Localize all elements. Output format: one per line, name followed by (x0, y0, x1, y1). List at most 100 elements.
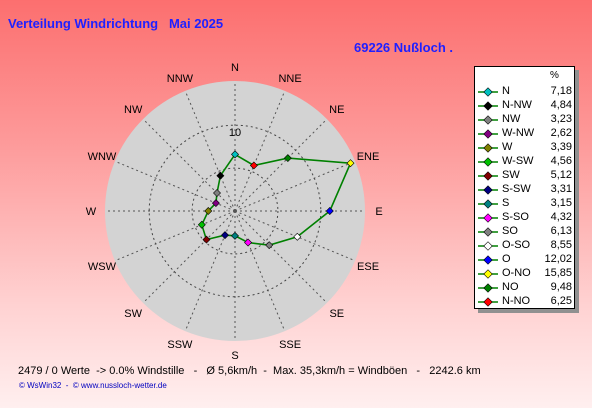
legend-marker-point (483, 297, 493, 307)
legend-marker (478, 143, 498, 153)
legend-marker (478, 185, 498, 195)
legend-label: W-SW (502, 155, 534, 167)
grid-spoke (114, 210, 236, 262)
legend-label: W (502, 141, 513, 153)
ring-label: 10 (229, 127, 241, 139)
data-point (221, 231, 229, 240)
data-point (216, 171, 225, 180)
direction-label: W (86, 206, 97, 218)
legend-marker (478, 101, 498, 111)
legend-label: NW (502, 113, 521, 125)
legend-value: 8,55 (550, 239, 572, 251)
direction-label: NNE (278, 73, 301, 85)
legend-label: S (502, 197, 510, 209)
legend-row: SW 5,12 (475, 169, 576, 183)
legend-marker (478, 129, 498, 139)
legend-row: NO 9,48 (475, 281, 576, 295)
legend-marker-point (483, 87, 493, 97)
legend-row: W-SW 4,56 (475, 155, 576, 169)
legend-marker-point (483, 213, 493, 223)
data-point (213, 189, 221, 197)
legend-label: O-NO (502, 267, 531, 279)
legend-marker (478, 171, 498, 181)
legend-marker-point (483, 115, 493, 125)
legend-value: 3,39 (550, 141, 572, 153)
legend: % N 7,18 N-NW 4,84 NW 3,23 W-NW 2,62 W 3,39 W-SW 4,… (474, 66, 575, 309)
grid-spoke (184, 210, 236, 332)
legend-marker-point (483, 171, 493, 181)
legend-value: 5,12 (550, 169, 572, 181)
legend-marker-point (483, 185, 493, 195)
legend-row: S 3,15 (475, 197, 576, 211)
legend-marker-point (483, 241, 493, 251)
direction-label: ENE (357, 151, 380, 163)
data-point (346, 159, 355, 168)
legend-value: 12,02 (544, 253, 572, 265)
location-label: 69226 Nußloch . (354, 40, 453, 55)
direction-label: WNW (88, 151, 117, 163)
legend-row: N-NW 4,84 (475, 99, 576, 113)
legend-value: 3,23 (550, 113, 572, 125)
legend-marker (478, 269, 498, 279)
direction-label: S (231, 350, 238, 362)
legend-marker-point (483, 255, 493, 265)
direction-label: E (375, 206, 382, 218)
legend-marker (478, 255, 498, 265)
direction-label: SE (329, 308, 344, 320)
direction-label: NW (124, 104, 143, 116)
data-point (244, 238, 253, 247)
legend-label: S-SW (502, 183, 531, 195)
grid-spoke (142, 210, 236, 304)
grid-spoke (142, 118, 236, 212)
data-point (325, 207, 334, 215)
legend-value: 15,85 (544, 267, 572, 279)
legend-marker-point (483, 143, 493, 153)
data-point (265, 241, 274, 250)
direction-label: SSW (167, 339, 193, 351)
legend-value: 3,31 (550, 183, 572, 195)
legend-marker (478, 199, 498, 209)
data-point (211, 199, 220, 208)
direction-label: NE (329, 104, 344, 116)
data-point (202, 235, 211, 244)
data-point (283, 154, 292, 163)
legend-row: W-NW 2,62 (475, 127, 576, 141)
legend-row: S-SO 4,32 (475, 211, 576, 225)
legend-row: N 7,18 (475, 85, 576, 99)
legend-row: O-NO 15,85 (475, 267, 576, 281)
direction-label: SW (124, 308, 142, 320)
legend-label: N-NW (502, 99, 532, 111)
direction-label: WSW (88, 261, 117, 273)
legend-label: O (502, 253, 511, 265)
chart-title: Verteilung Windrichtung Mai 2025 (8, 16, 224, 31)
legend-header: % (550, 70, 559, 81)
legend-marker (478, 241, 498, 251)
legend-row: NW 3,23 (475, 113, 576, 127)
legend-marker (478, 87, 498, 97)
legend-value: 3,15 (550, 197, 572, 209)
legend-marker-point (483, 199, 493, 209)
legend-marker-point (483, 283, 493, 293)
legend-marker-point (483, 227, 493, 237)
legend-value: 9,48 (550, 281, 572, 293)
legend-value: 2,62 (550, 127, 572, 139)
legend-marker-point (483, 157, 493, 167)
statistics-footer: 2479 / 0 Werte -> 0.0% Windstille - Ø 5,… (18, 365, 481, 377)
legend-marker (478, 283, 498, 293)
data-point (231, 150, 239, 159)
grid-spoke (234, 160, 356, 212)
legend-label: S-SO (502, 211, 529, 223)
legend-label: W-NW (502, 127, 535, 139)
data-point (197, 220, 206, 229)
legend-value: 6,13 (550, 225, 572, 237)
legend-label: SW (502, 169, 520, 181)
grid-spoke (234, 118, 328, 212)
legend-row: O 12,02 (475, 253, 576, 267)
legend-row: S-SW 3,31 (475, 183, 576, 197)
grid-spoke (184, 90, 236, 212)
data-point (231, 231, 239, 240)
legend-marker (478, 227, 498, 237)
legend-label: NO (502, 281, 519, 293)
legend-value: 4,32 (550, 211, 572, 223)
